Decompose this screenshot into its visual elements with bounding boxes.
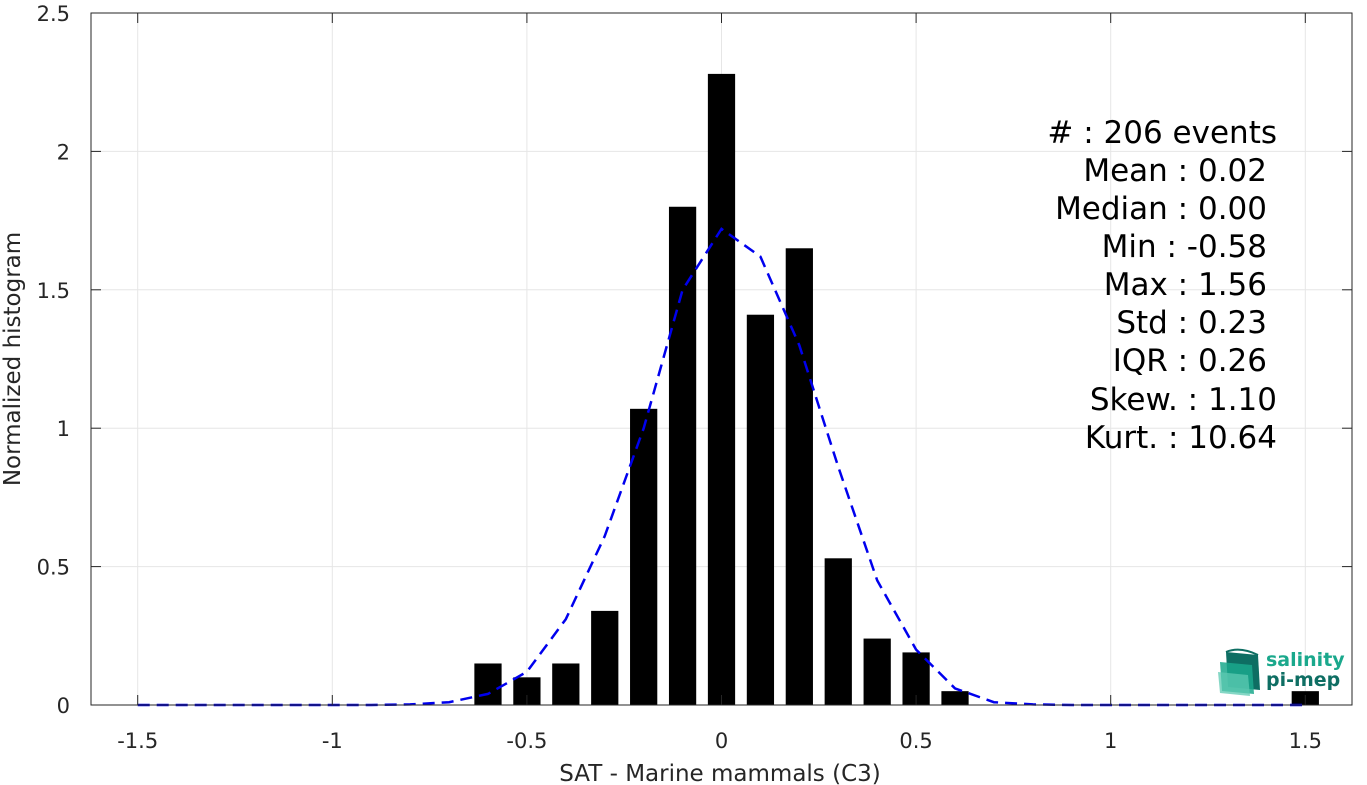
logo-text-pimep: pi-mep [1266, 669, 1340, 691]
stat-kurt: Kurt. : 10.64 [1085, 420, 1277, 456]
histogram-bar [552, 663, 580, 705]
histogram-bar [707, 73, 736, 706]
histogram-bar [746, 314, 775, 705]
logo-wave-icon [1218, 648, 1260, 696]
histogram-bar [630, 408, 658, 705]
y-tick-label: 1 [57, 417, 70, 441]
x-axis-label: SAT - Marine mammals (C3) [559, 761, 881, 785]
stats-box: # : 206 events Mean : 0.02 Median : 0.00… [1047, 115, 1277, 456]
stat-skew: Skew. : 1.10 [1090, 382, 1277, 418]
histogram-bar [863, 638, 891, 705]
x-tick-label: 0.5 [899, 729, 932, 753]
y-tick-label: 0 [57, 694, 70, 718]
y-tick-label: 1.5 [37, 279, 70, 303]
x-tick-label: 1.5 [1289, 729, 1322, 753]
stat-median: Median : 0.00 [1055, 191, 1267, 227]
x-tick-label: 1 [1104, 729, 1117, 753]
stat-mean: Mean : 0.02 [1083, 153, 1267, 189]
x-tick-label: 0 [715, 729, 728, 753]
y-axis-label: Normalized histogram [0, 232, 26, 486]
stat-min: Min : -0.58 [1102, 229, 1267, 265]
y-tick-label: 2.5 [37, 2, 70, 26]
histogram-bar [591, 610, 619, 705]
histogram-bar [941, 691, 969, 705]
histogram-bar [474, 663, 502, 705]
logo-text-salinity: salinity [1266, 649, 1345, 671]
stat-iqr: IQR : 0.26 [1113, 343, 1267, 379]
x-tick-label: -0.5 [506, 729, 547, 753]
histogram-bar [824, 558, 852, 705]
y-tick-label: 2 [57, 140, 70, 164]
salinity-pimep-logo: salinity pi-mep [1218, 648, 1345, 696]
axes [90, 12, 1353, 706]
stat-max: Max : 1.56 [1104, 267, 1267, 303]
x-tick-label: -1 [322, 729, 343, 753]
histogram-bar [785, 248, 813, 705]
y-tick-label: 0.5 [37, 556, 70, 580]
stat-events: # : 206 events [1047, 115, 1277, 151]
histogram-bar [668, 206, 697, 705]
stat-std: Std : 0.23 [1116, 305, 1267, 341]
tick-labels: -1.5 -1 -0.5 0 0.5 1 1.5 0 0.5 1 1.5 2 2.5 [37, 2, 1322, 753]
histogram-bars [474, 73, 1319, 706]
x-tick-label: -1.5 [117, 729, 158, 753]
